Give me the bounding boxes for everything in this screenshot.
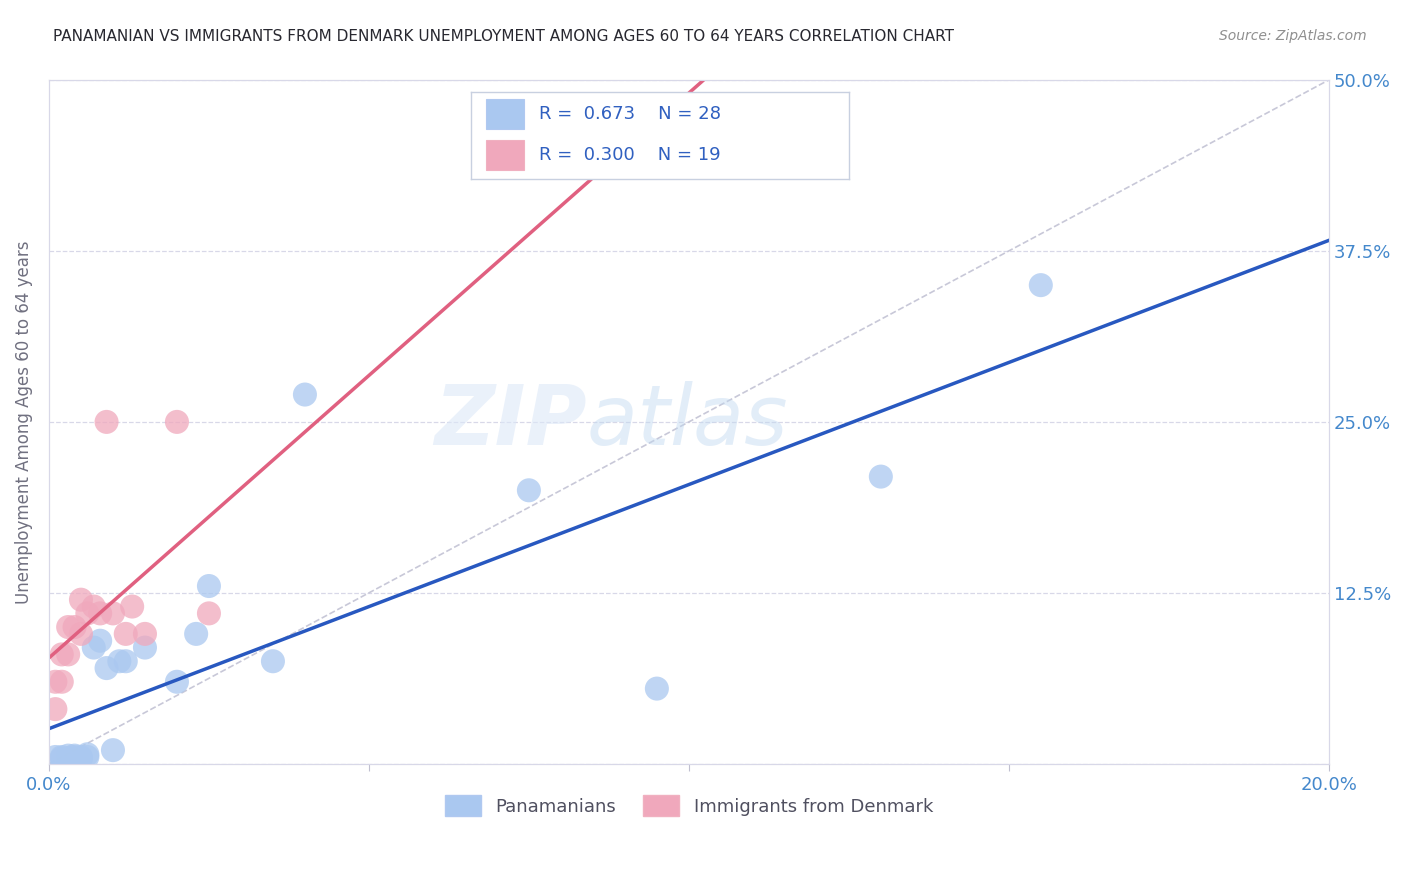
Text: PANAMANIAN VS IMMIGRANTS FROM DENMARK UNEMPLOYMENT AMONG AGES 60 TO 64 YEARS COR: PANAMANIAN VS IMMIGRANTS FROM DENMARK UN… [53,29,955,44]
Point [56,620,79,634]
Point [134,640,156,655]
Point [51,751,73,765]
Point [121,599,143,614]
Point [70,627,93,641]
Point [51,674,73,689]
Text: ZIP: ZIP [434,382,586,462]
Point [70,750,93,764]
Point [198,607,221,621]
Point [44,750,66,764]
Point [262,654,284,668]
Point [869,469,891,483]
Point [114,654,136,668]
Point [83,599,105,614]
Point [166,415,188,429]
Legend: Panamanians, Immigrants from Denmark: Panamanians, Immigrants from Denmark [437,788,941,823]
Point [96,415,118,429]
Point [56,751,79,765]
Point [134,627,156,641]
Point [44,702,66,716]
Point [89,633,111,648]
Point [63,748,86,763]
Point [645,681,668,696]
Point [44,674,66,689]
Point [101,607,124,621]
Y-axis label: Unemployment Among Ages 60 to 64 years: Unemployment Among Ages 60 to 64 years [15,240,32,604]
Point [198,579,221,593]
Point [70,751,93,765]
Point [51,750,73,764]
Point [56,753,79,767]
Point [70,592,93,607]
Point [1029,278,1052,293]
Point [294,387,316,401]
Point [56,648,79,662]
Point [108,654,131,668]
Point [51,648,73,662]
Point [166,674,188,689]
Point [89,607,111,621]
Text: Source: ZipAtlas.com: Source: ZipAtlas.com [1219,29,1367,43]
Point [83,640,105,655]
Point [101,743,124,757]
Point [96,661,118,675]
Point [517,483,540,498]
Point [63,750,86,764]
Point [63,620,86,634]
Point [76,607,98,621]
Point [76,747,98,762]
Point [186,627,208,641]
Point [76,750,98,764]
Point [56,748,79,763]
Text: atlas: atlas [586,382,789,462]
Point [114,627,136,641]
